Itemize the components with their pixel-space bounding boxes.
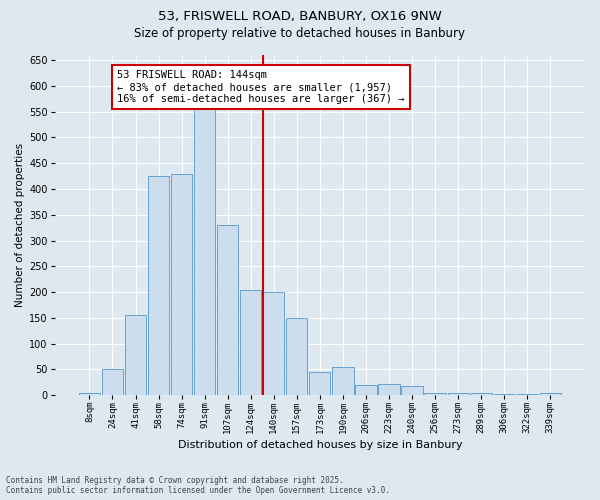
Bar [263, 292, 284, 395]
Bar [79, 392, 100, 395]
Bar [401, 386, 422, 395]
Bar [217, 225, 238, 395]
Bar [494, 394, 515, 395]
Text: Size of property relative to detached houses in Banbury: Size of property relative to detached ho… [134, 28, 466, 40]
Text: 53, FRISWELL ROAD, BANBURY, OX16 9NW: 53, FRISWELL ROAD, BANBURY, OX16 9NW [158, 10, 442, 23]
Bar [470, 392, 492, 395]
Bar [286, 318, 307, 395]
Bar [240, 290, 262, 395]
Text: Contains HM Land Registry data © Crown copyright and database right 2025.
Contai: Contains HM Land Registry data © Crown c… [6, 476, 390, 495]
Bar [171, 174, 192, 395]
Bar [309, 372, 331, 395]
Bar [125, 316, 146, 395]
Bar [148, 176, 169, 395]
Y-axis label: Number of detached properties: Number of detached properties [15, 143, 25, 307]
Bar [194, 99, 215, 395]
Bar [517, 394, 538, 395]
Bar [355, 385, 377, 395]
Bar [102, 370, 123, 395]
Bar [332, 367, 353, 395]
Bar [448, 392, 469, 395]
Bar [424, 392, 446, 395]
Text: 53 FRISWELL ROAD: 144sqm
← 83% of detached houses are smaller (1,957)
16% of sem: 53 FRISWELL ROAD: 144sqm ← 83% of detach… [117, 70, 404, 104]
Bar [539, 392, 561, 395]
X-axis label: Distribution of detached houses by size in Banbury: Distribution of detached houses by size … [178, 440, 462, 450]
Bar [379, 384, 400, 395]
